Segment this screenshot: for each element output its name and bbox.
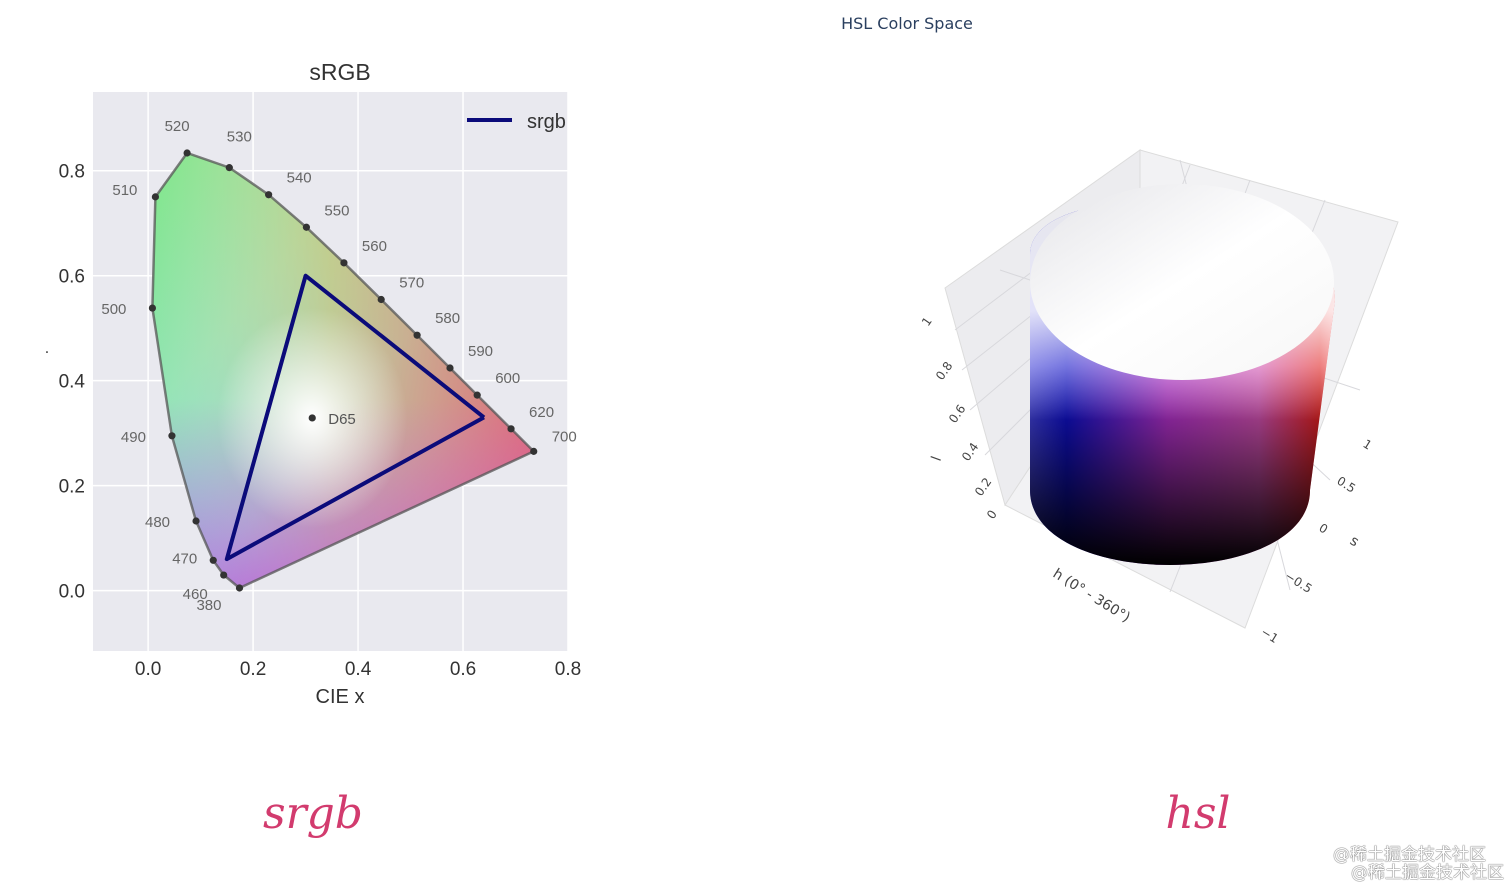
locus-point bbox=[302, 223, 311, 231]
s-tick: −0.5 bbox=[1282, 569, 1314, 596]
x-axis-label: CIE x bbox=[316, 686, 365, 708]
locus-point bbox=[446, 364, 454, 372]
locus-point bbox=[235, 584, 244, 592]
locus-label: 380 bbox=[196, 597, 221, 614]
y-axis-mark: · bbox=[45, 345, 49, 361]
locus-label: 580 bbox=[435, 310, 460, 327]
locus-label: 490 bbox=[121, 429, 146, 446]
locus-label: 500 bbox=[101, 301, 126, 318]
locus-label: 540 bbox=[287, 170, 312, 187]
locus-label: 510 bbox=[112, 182, 137, 199]
locus-point bbox=[151, 193, 160, 201]
series-layer bbox=[224, 273, 486, 562]
y-tick-label: 0.4 bbox=[59, 372, 86, 393]
locus-point bbox=[168, 432, 176, 440]
locus-point bbox=[340, 259, 348, 267]
locus-point bbox=[192, 517, 200, 525]
h-axis-label: h (0° - 360°) bbox=[1050, 566, 1133, 626]
locus-label: 600 bbox=[495, 370, 520, 387]
locus-point bbox=[265, 191, 273, 199]
locus-point bbox=[220, 571, 228, 579]
locus-point bbox=[183, 149, 191, 157]
chart-title: sRGB bbox=[309, 59, 370, 85]
locus-point bbox=[225, 164, 233, 172]
locus-label: 480 bbox=[145, 514, 170, 531]
x-tick-label: 0.4 bbox=[345, 659, 372, 680]
s-tick: 0 bbox=[1316, 521, 1330, 537]
s-tick: 1 bbox=[1360, 437, 1374, 453]
x-tick-label: 0.0 bbox=[135, 659, 161, 680]
l-tick: 0.2 bbox=[972, 475, 994, 499]
locus-label: 560 bbox=[362, 238, 387, 255]
locus-point bbox=[530, 447, 538, 455]
white-point bbox=[308, 414, 316, 422]
tick-labels: 0.0 0.2 0.4 0.6 0.8 0.0 0.2 0.4 0.6 0.8 bbox=[59, 162, 582, 680]
legend-label-srgb: srgb bbox=[527, 111, 566, 133]
l-tick: 0.4 bbox=[959, 440, 981, 464]
s-tick: 0.5 bbox=[1334, 474, 1358, 496]
locus-point bbox=[148, 304, 157, 312]
locus-label: 470 bbox=[172, 550, 197, 567]
l-tick: 0 bbox=[984, 507, 1000, 521]
locus-label: 620 bbox=[529, 404, 554, 421]
y-tick-label: 0.6 bbox=[59, 267, 85, 288]
x-tick-label: 0.8 bbox=[555, 659, 581, 680]
locus-label: 700 bbox=[552, 428, 577, 445]
y-tick-label: 0.2 bbox=[59, 477, 85, 498]
locus-point bbox=[473, 391, 481, 399]
l-tick: 1 bbox=[919, 314, 935, 328]
x-tick-label: 0.2 bbox=[240, 659, 266, 680]
l-tick: 0.8 bbox=[933, 359, 955, 383]
s-axis-label: s bbox=[1347, 533, 1362, 550]
locus-label: 530 bbox=[227, 129, 252, 146]
watermark-2: @稀土掘金技术社区 bbox=[1351, 863, 1504, 883]
hsl-title: HSL Color Space bbox=[841, 14, 973, 33]
watermark-1: @稀土掘金技术社区 bbox=[1333, 845, 1486, 865]
locus-point bbox=[507, 425, 515, 433]
hsl-chart: HSL Color Space 0 0.2 0.4 bbox=[841, 14, 1399, 646]
series-line-srgb bbox=[224, 273, 486, 562]
x-tick-label: 0.6 bbox=[450, 659, 476, 680]
caption-hsl: hsl bbox=[1166, 788, 1231, 839]
white-point-label: D65 bbox=[328, 411, 356, 428]
y-tick-label: 0.8 bbox=[59, 162, 85, 183]
y-tick-label: 0.0 bbox=[59, 582, 85, 603]
locus-label: 520 bbox=[165, 118, 190, 135]
locus-label: 460 bbox=[183, 586, 208, 603]
s-tick: −1 bbox=[1258, 625, 1280, 646]
locus-point bbox=[377, 295, 385, 304]
locus-label: 570 bbox=[399, 274, 424, 291]
hsl-cylinder-top bbox=[1030, 184, 1334, 380]
locus-point bbox=[413, 331, 421, 339]
caption-srgb: srgb bbox=[263, 788, 363, 839]
locus-label: 550 bbox=[324, 202, 349, 219]
locus-point bbox=[209, 556, 217, 564]
hsl-cylinder-surface bbox=[1030, 184, 1335, 565]
l-tick: 0.6 bbox=[946, 402, 968, 426]
l-axis-label: l bbox=[929, 454, 945, 463]
locus-label: 590 bbox=[468, 343, 493, 360]
legend[interactable]: srgb bbox=[467, 111, 566, 133]
